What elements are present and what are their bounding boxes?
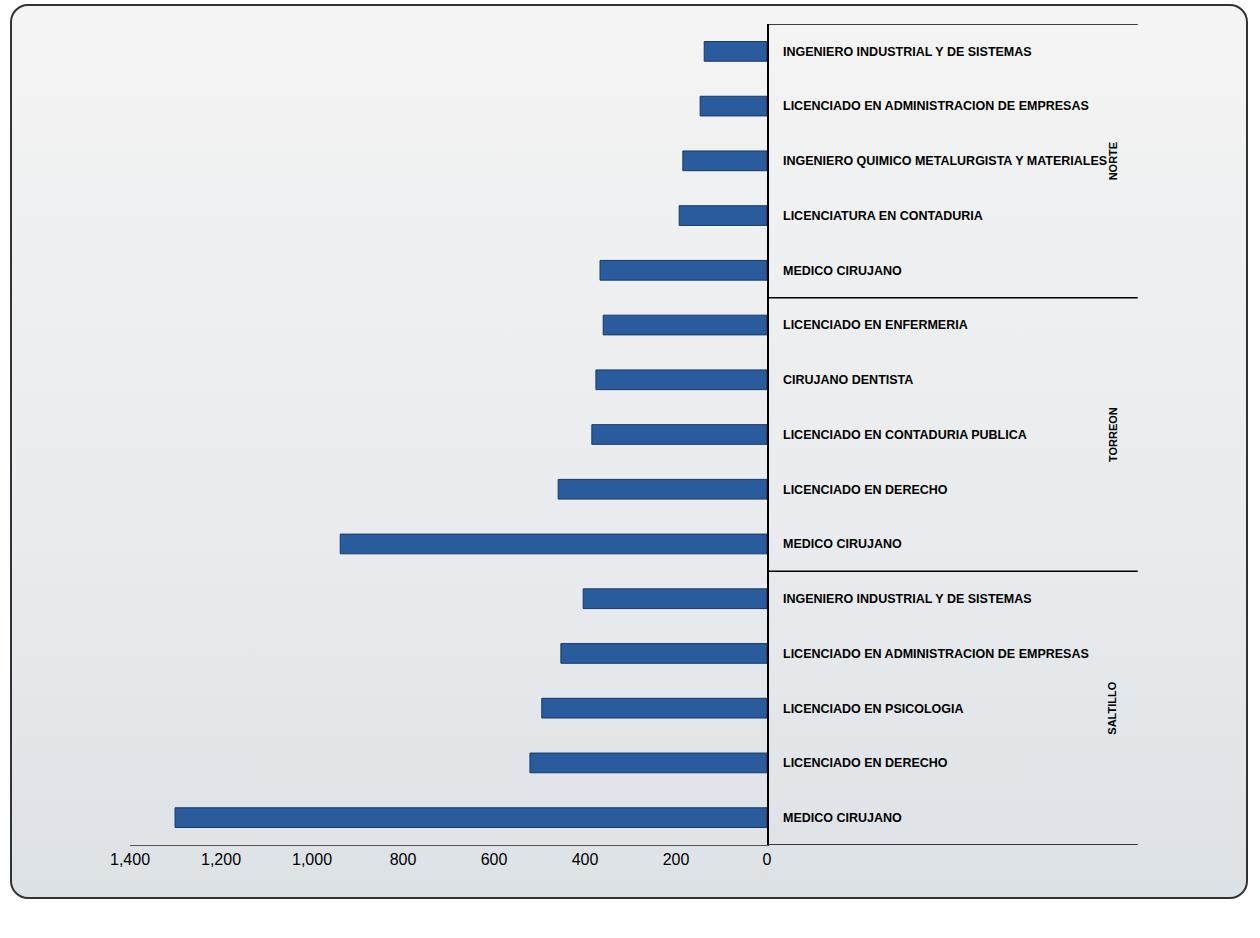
svg-text:LICENCIADO EN ADMINISTRACION D: LICENCIADO EN ADMINISTRACION DE EMPRESAS <box>783 99 1089 113</box>
svg-text:600: 600 <box>481 851 508 868</box>
svg-text:INGENIERO INDUSTRIAL Y DE SIST: INGENIERO INDUSTRIAL Y DE SISTEMAS <box>783 592 1032 606</box>
svg-text:CIRUJANO DENTISTA: CIRUJANO DENTISTA <box>783 373 913 387</box>
svg-text:LICENCIATURA EN CONTADURIA: LICENCIATURA EN CONTADURIA <box>783 209 983 223</box>
svg-text:400: 400 <box>572 851 599 868</box>
svg-text:NORTE: NORTE <box>1107 142 1119 181</box>
svg-text:LICENCIADO EN ENFERMERIA: LICENCIADO EN ENFERMERIA <box>783 318 968 332</box>
svg-text:LICENCIADO EN DERECHO: LICENCIADO EN DERECHO <box>783 483 948 497</box>
svg-text:800: 800 <box>390 851 417 868</box>
svg-text:MEDICO CIRUJANO: MEDICO CIRUJANO <box>783 264 902 278</box>
svg-text:1,000: 1,000 <box>292 851 332 868</box>
svg-text:MEDICO CIRUJANO: MEDICO CIRUJANO <box>783 811 902 825</box>
svg-text:LICENCIADO EN PSICOLOGIA: LICENCIADO EN PSICOLOGIA <box>783 702 964 716</box>
svg-text:LICENCIADO EN DERECHO: LICENCIADO EN DERECHO <box>783 756 948 770</box>
svg-text:TORREON: TORREON <box>1107 407 1119 462</box>
svg-text:SALTILLO: SALTILLO <box>1106 681 1118 734</box>
svg-text:MEDICO CIRUJANO: MEDICO CIRUJANO <box>783 537 902 551</box>
svg-text:200: 200 <box>663 851 690 868</box>
svg-text:1,400: 1,400 <box>110 851 150 868</box>
svg-text:LICENCIADO EN ADMINISTRACION D: LICENCIADO EN ADMINISTRACION DE EMPRESAS <box>783 647 1089 661</box>
svg-text:LICENCIADO EN CONTADURIA PUBLI: LICENCIADO EN CONTADURIA PUBLICA <box>783 428 1027 442</box>
svg-text:1,200: 1,200 <box>201 851 241 868</box>
svg-text:0: 0 <box>763 851 772 868</box>
svg-text:INGENIERO INDUSTRIAL Y DE SIST: INGENIERO INDUSTRIAL Y DE SISTEMAS <box>783 45 1032 59</box>
svg-text:INGENIERO QUIMICO METALURGISTA: INGENIERO QUIMICO METALURGISTA Y MATERIA… <box>783 154 1107 168</box>
